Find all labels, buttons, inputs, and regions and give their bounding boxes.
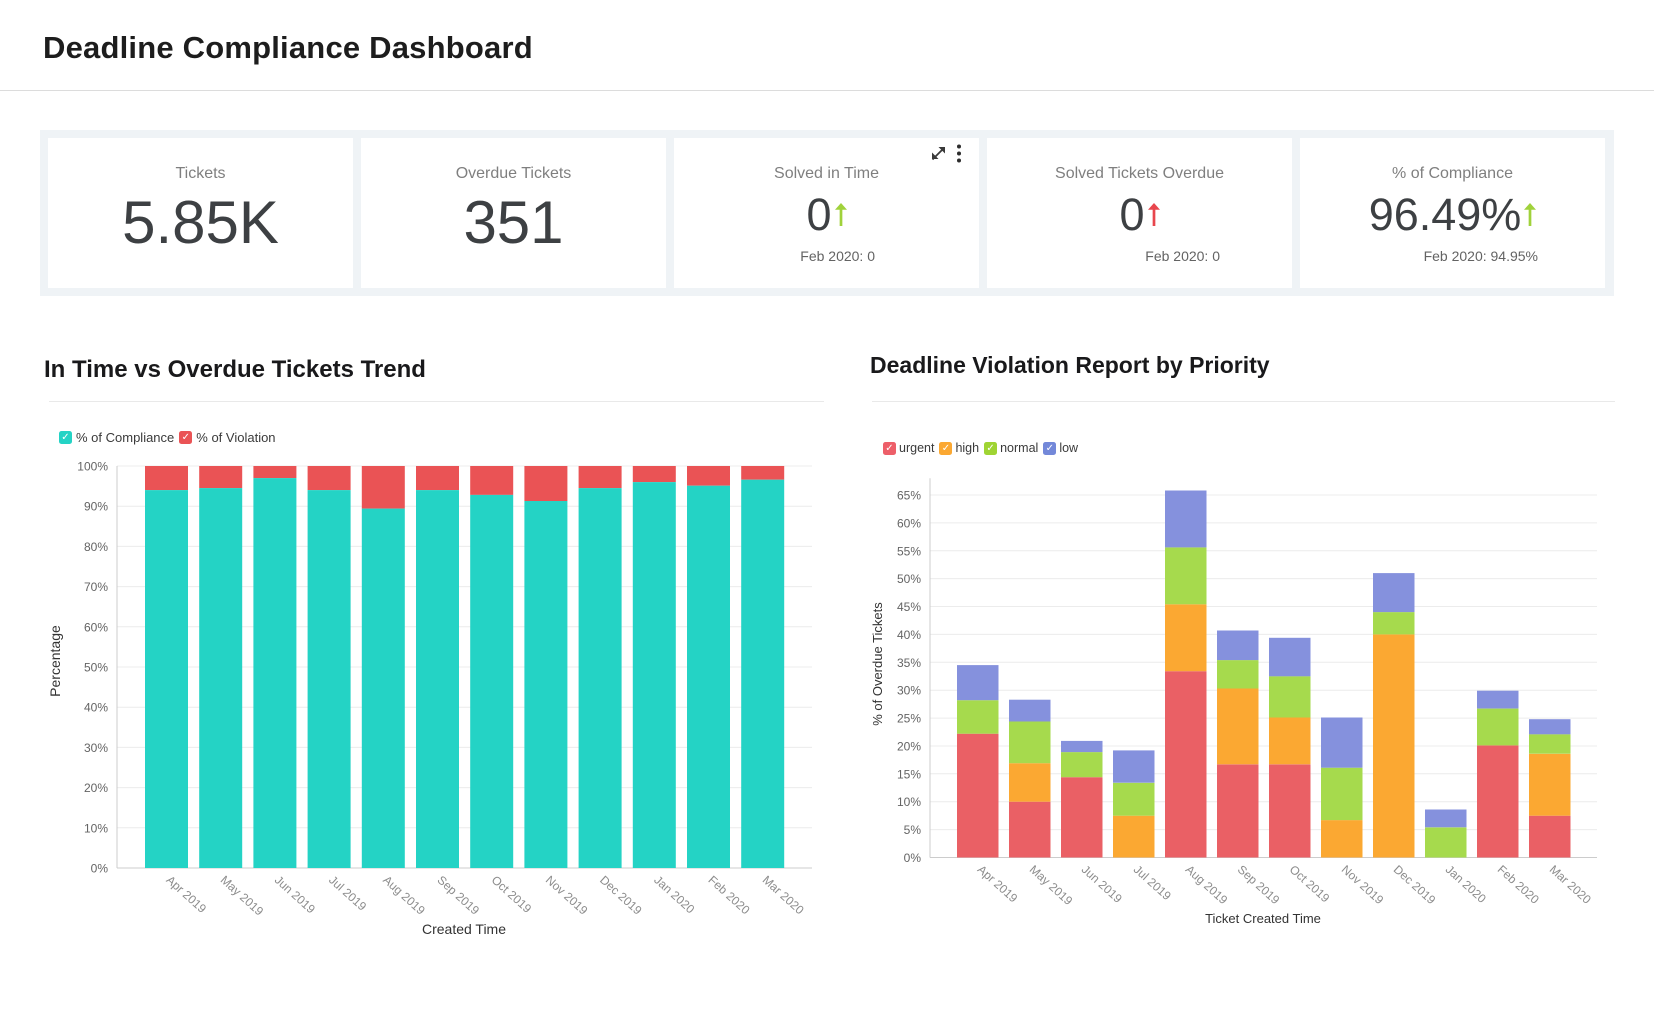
svg-text:90%: 90% [84, 500, 108, 514]
svg-text:Jan 2020: Jan 2020 [1443, 862, 1489, 906]
svg-text:80%: 80% [84, 540, 108, 554]
svg-text:0%: 0% [904, 851, 922, 865]
svg-text:Sep 2019: Sep 2019 [1235, 862, 1283, 907]
svg-text:40%: 40% [897, 628, 921, 642]
svg-text:Sep 2019: Sep 2019 [434, 873, 482, 918]
svg-text:Oct 2019: Oct 2019 [489, 873, 535, 916]
svg-text:May 2019: May 2019 [218, 873, 267, 919]
svg-text:Aug 2019: Aug 2019 [380, 873, 428, 918]
svg-text:Created Time: Created Time [422, 921, 506, 937]
svg-text:Apr 2019: Apr 2019 [163, 873, 209, 916]
svg-text:Jun 2019: Jun 2019 [272, 873, 318, 917]
svg-text:50%: 50% [84, 661, 108, 675]
svg-text:60%: 60% [897, 516, 921, 530]
svg-text:70%: 70% [84, 580, 108, 594]
svg-text:Feb 2020: Feb 2020 [705, 873, 752, 918]
svg-text:Percentage: Percentage [47, 625, 63, 697]
svg-text:5%: 5% [904, 823, 922, 837]
svg-text:100%: 100% [77, 460, 108, 474]
svg-text:Jul 2019: Jul 2019 [1131, 862, 1174, 903]
svg-text:0%: 0% [91, 862, 109, 876]
svg-text:Mar 2020: Mar 2020 [1547, 862, 1594, 907]
svg-text:Nov 2019: Nov 2019 [1339, 862, 1387, 907]
svg-text:Dec 2019: Dec 2019 [1391, 862, 1439, 907]
svg-text:10%: 10% [897, 795, 921, 809]
svg-text:55%: 55% [897, 544, 921, 558]
svg-text:May 2019: May 2019 [1027, 862, 1076, 908]
svg-text:65%: 65% [897, 489, 921, 503]
svg-text:45%: 45% [897, 600, 921, 614]
svg-text:60%: 60% [84, 620, 108, 634]
svg-text:Nov 2019: Nov 2019 [543, 873, 591, 918]
svg-text:15%: 15% [897, 767, 921, 781]
svg-text:Apr 2019: Apr 2019 [975, 862, 1021, 905]
svg-text:Jul 2019: Jul 2019 [326, 873, 369, 914]
svg-text:Oct 2019: Oct 2019 [1287, 862, 1333, 905]
svg-text:20%: 20% [84, 781, 108, 795]
svg-text:Feb 2020: Feb 2020 [1495, 862, 1542, 907]
svg-text:50%: 50% [897, 572, 921, 586]
svg-text:30%: 30% [84, 741, 108, 755]
svg-text:25%: 25% [897, 712, 921, 726]
svg-text:Mar 2020: Mar 2020 [760, 873, 807, 918]
svg-text:Dec 2019: Dec 2019 [597, 873, 645, 918]
svg-text:Ticket Created Time: Ticket Created Time [1205, 911, 1321, 926]
svg-text:40%: 40% [84, 701, 108, 715]
svg-text:Jan 2020: Jan 2020 [651, 873, 697, 917]
svg-text:10%: 10% [84, 821, 108, 835]
svg-text:Jun 2019: Jun 2019 [1079, 862, 1125, 906]
svg-text:Aug 2019: Aug 2019 [1183, 862, 1231, 907]
svg-text:% of Overdue Tickets: % of Overdue Tickets [870, 602, 885, 726]
svg-text:20%: 20% [897, 740, 921, 754]
svg-text:30%: 30% [897, 684, 921, 698]
svg-text:35%: 35% [897, 656, 921, 670]
